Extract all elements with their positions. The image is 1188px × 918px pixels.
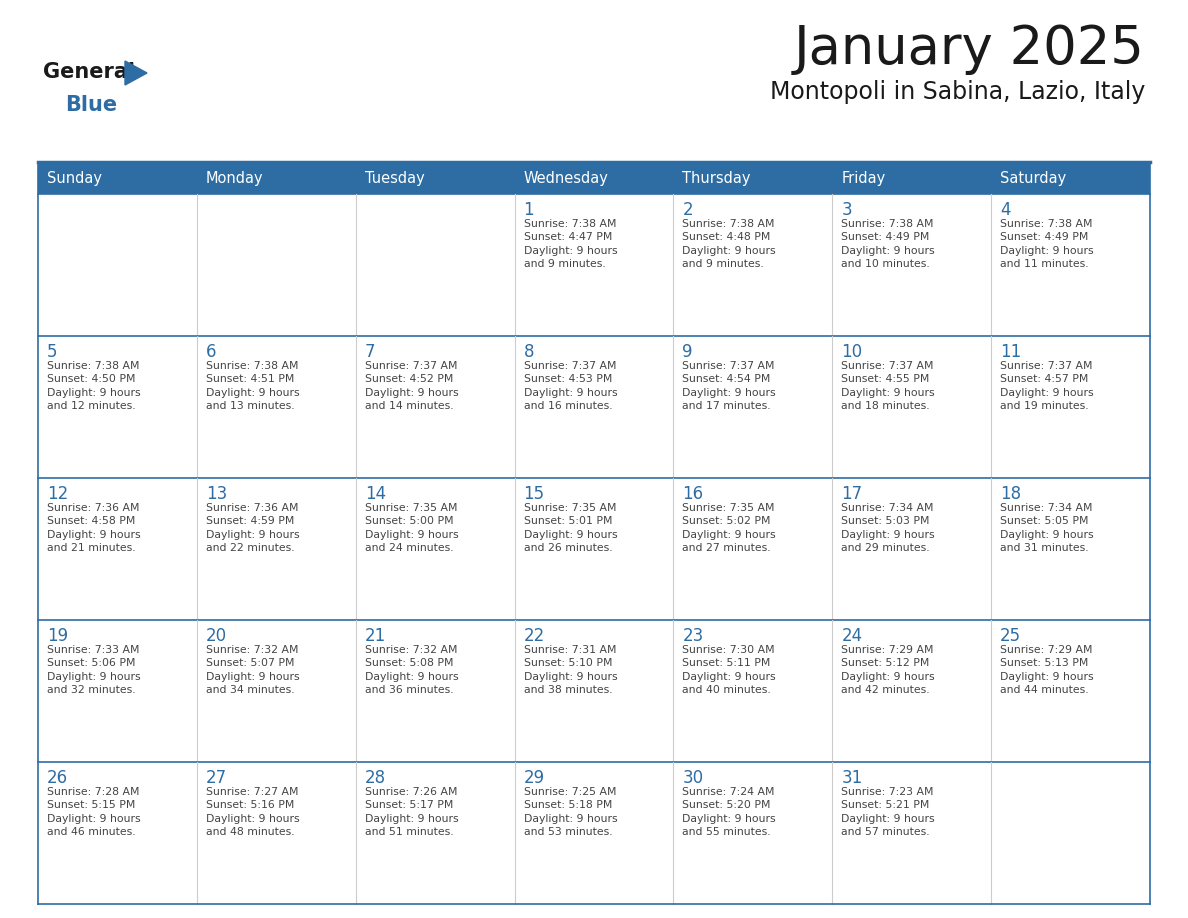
Text: Sunrise: 7:26 AM
Sunset: 5:17 PM
Daylight: 9 hours
and 51 minutes.: Sunrise: 7:26 AM Sunset: 5:17 PM Dayligh…: [365, 787, 459, 837]
Text: Sunrise: 7:36 AM
Sunset: 4:59 PM
Daylight: 9 hours
and 22 minutes.: Sunrise: 7:36 AM Sunset: 4:59 PM Dayligh…: [206, 503, 299, 553]
Text: Sunrise: 7:34 AM
Sunset: 5:05 PM
Daylight: 9 hours
and 31 minutes.: Sunrise: 7:34 AM Sunset: 5:05 PM Dayligh…: [1000, 503, 1094, 553]
Text: Sunrise: 7:38 AM
Sunset: 4:49 PM
Daylight: 9 hours
and 11 minutes.: Sunrise: 7:38 AM Sunset: 4:49 PM Dayligh…: [1000, 219, 1094, 269]
Text: Sunrise: 7:34 AM
Sunset: 5:03 PM
Daylight: 9 hours
and 29 minutes.: Sunrise: 7:34 AM Sunset: 5:03 PM Dayligh…: [841, 503, 935, 553]
Text: 26: 26: [48, 769, 68, 787]
Text: 29: 29: [524, 769, 544, 787]
Text: 25: 25: [1000, 627, 1022, 645]
Text: 9: 9: [682, 343, 693, 361]
Text: 14: 14: [365, 485, 386, 503]
Text: 13: 13: [206, 485, 227, 503]
Text: Sunrise: 7:30 AM
Sunset: 5:11 PM
Daylight: 9 hours
and 40 minutes.: Sunrise: 7:30 AM Sunset: 5:11 PM Dayligh…: [682, 645, 776, 695]
Text: Sunrise: 7:35 AM
Sunset: 5:00 PM
Daylight: 9 hours
and 24 minutes.: Sunrise: 7:35 AM Sunset: 5:00 PM Dayligh…: [365, 503, 459, 553]
Text: 21: 21: [365, 627, 386, 645]
Text: 22: 22: [524, 627, 545, 645]
Text: 10: 10: [841, 343, 862, 361]
Text: Saturday: Saturday: [1000, 171, 1067, 185]
Text: 1: 1: [524, 201, 535, 219]
Text: 16: 16: [682, 485, 703, 503]
Text: 20: 20: [206, 627, 227, 645]
Text: Friday: Friday: [841, 171, 885, 185]
Text: Sunrise: 7:38 AM
Sunset: 4:49 PM
Daylight: 9 hours
and 10 minutes.: Sunrise: 7:38 AM Sunset: 4:49 PM Dayligh…: [841, 219, 935, 269]
Text: Sunrise: 7:24 AM
Sunset: 5:20 PM
Daylight: 9 hours
and 55 minutes.: Sunrise: 7:24 AM Sunset: 5:20 PM Dayligh…: [682, 787, 776, 837]
Text: Sunrise: 7:37 AM
Sunset: 4:53 PM
Daylight: 9 hours
and 16 minutes.: Sunrise: 7:37 AM Sunset: 4:53 PM Dayligh…: [524, 361, 618, 411]
Text: Sunrise: 7:33 AM
Sunset: 5:06 PM
Daylight: 9 hours
and 32 minutes.: Sunrise: 7:33 AM Sunset: 5:06 PM Dayligh…: [48, 645, 140, 695]
Text: 19: 19: [48, 627, 68, 645]
Text: Sunrise: 7:27 AM
Sunset: 5:16 PM
Daylight: 9 hours
and 48 minutes.: Sunrise: 7:27 AM Sunset: 5:16 PM Dayligh…: [206, 787, 299, 837]
Text: Tuesday: Tuesday: [365, 171, 424, 185]
Text: 15: 15: [524, 485, 544, 503]
Polygon shape: [125, 61, 147, 85]
Text: Sunrise: 7:38 AM
Sunset: 4:47 PM
Daylight: 9 hours
and 9 minutes.: Sunrise: 7:38 AM Sunset: 4:47 PM Dayligh…: [524, 219, 618, 269]
Text: General: General: [43, 62, 135, 82]
Text: Sunrise: 7:32 AM
Sunset: 5:07 PM
Daylight: 9 hours
and 34 minutes.: Sunrise: 7:32 AM Sunset: 5:07 PM Dayligh…: [206, 645, 299, 695]
Text: 2: 2: [682, 201, 693, 219]
Text: 17: 17: [841, 485, 862, 503]
Text: Sunrise: 7:36 AM
Sunset: 4:58 PM
Daylight: 9 hours
and 21 minutes.: Sunrise: 7:36 AM Sunset: 4:58 PM Dayligh…: [48, 503, 140, 553]
Text: 6: 6: [206, 343, 216, 361]
Text: 23: 23: [682, 627, 703, 645]
Text: Monday: Monday: [206, 171, 264, 185]
Text: Sunrise: 7:32 AM
Sunset: 5:08 PM
Daylight: 9 hours
and 36 minutes.: Sunrise: 7:32 AM Sunset: 5:08 PM Dayligh…: [365, 645, 459, 695]
Text: Wednesday: Wednesday: [524, 171, 608, 185]
Text: Thursday: Thursday: [682, 171, 751, 185]
Text: Sunrise: 7:37 AM
Sunset: 4:57 PM
Daylight: 9 hours
and 19 minutes.: Sunrise: 7:37 AM Sunset: 4:57 PM Dayligh…: [1000, 361, 1094, 411]
Text: 5: 5: [48, 343, 57, 361]
Text: Sunrise: 7:29 AM
Sunset: 5:13 PM
Daylight: 9 hours
and 44 minutes.: Sunrise: 7:29 AM Sunset: 5:13 PM Dayligh…: [1000, 645, 1094, 695]
Text: Sunday: Sunday: [48, 171, 102, 185]
Text: Sunrise: 7:37 AM
Sunset: 4:55 PM
Daylight: 9 hours
and 18 minutes.: Sunrise: 7:37 AM Sunset: 4:55 PM Dayligh…: [841, 361, 935, 411]
Text: 11: 11: [1000, 343, 1022, 361]
Text: 3: 3: [841, 201, 852, 219]
Text: Sunrise: 7:37 AM
Sunset: 4:54 PM
Daylight: 9 hours
and 17 minutes.: Sunrise: 7:37 AM Sunset: 4:54 PM Dayligh…: [682, 361, 776, 411]
Bar: [38, 194, 1150, 904]
Text: Sunrise: 7:38 AM
Sunset: 4:48 PM
Daylight: 9 hours
and 9 minutes.: Sunrise: 7:38 AM Sunset: 4:48 PM Dayligh…: [682, 219, 776, 269]
Text: 30: 30: [682, 769, 703, 787]
Text: 7: 7: [365, 343, 375, 361]
Text: 8: 8: [524, 343, 535, 361]
Text: 27: 27: [206, 769, 227, 787]
Text: 18: 18: [1000, 485, 1022, 503]
Text: Sunrise: 7:25 AM
Sunset: 5:18 PM
Daylight: 9 hours
and 53 minutes.: Sunrise: 7:25 AM Sunset: 5:18 PM Dayligh…: [524, 787, 618, 837]
Text: Sunrise: 7:28 AM
Sunset: 5:15 PM
Daylight: 9 hours
and 46 minutes.: Sunrise: 7:28 AM Sunset: 5:15 PM Dayligh…: [48, 787, 140, 837]
Text: Sunrise: 7:35 AM
Sunset: 5:01 PM
Daylight: 9 hours
and 26 minutes.: Sunrise: 7:35 AM Sunset: 5:01 PM Dayligh…: [524, 503, 618, 553]
Bar: [38, 162, 1150, 194]
Text: Sunrise: 7:37 AM
Sunset: 4:52 PM
Daylight: 9 hours
and 14 minutes.: Sunrise: 7:37 AM Sunset: 4:52 PM Dayligh…: [365, 361, 459, 411]
Text: Sunrise: 7:38 AM
Sunset: 4:51 PM
Daylight: 9 hours
and 13 minutes.: Sunrise: 7:38 AM Sunset: 4:51 PM Dayligh…: [206, 361, 299, 411]
Text: Sunrise: 7:35 AM
Sunset: 5:02 PM
Daylight: 9 hours
and 27 minutes.: Sunrise: 7:35 AM Sunset: 5:02 PM Dayligh…: [682, 503, 776, 553]
Text: January 2025: January 2025: [794, 23, 1145, 75]
Text: 4: 4: [1000, 201, 1011, 219]
Text: Sunrise: 7:29 AM
Sunset: 5:12 PM
Daylight: 9 hours
and 42 minutes.: Sunrise: 7:29 AM Sunset: 5:12 PM Dayligh…: [841, 645, 935, 695]
Text: 12: 12: [48, 485, 68, 503]
Text: Montopoli in Sabina, Lazio, Italy: Montopoli in Sabina, Lazio, Italy: [770, 80, 1145, 104]
Text: Blue: Blue: [65, 95, 118, 115]
Text: 31: 31: [841, 769, 862, 787]
Text: Sunrise: 7:23 AM
Sunset: 5:21 PM
Daylight: 9 hours
and 57 minutes.: Sunrise: 7:23 AM Sunset: 5:21 PM Dayligh…: [841, 787, 935, 837]
Text: Sunrise: 7:31 AM
Sunset: 5:10 PM
Daylight: 9 hours
and 38 minutes.: Sunrise: 7:31 AM Sunset: 5:10 PM Dayligh…: [524, 645, 618, 695]
Text: 28: 28: [365, 769, 386, 787]
Text: Sunrise: 7:38 AM
Sunset: 4:50 PM
Daylight: 9 hours
and 12 minutes.: Sunrise: 7:38 AM Sunset: 4:50 PM Dayligh…: [48, 361, 140, 411]
Text: 24: 24: [841, 627, 862, 645]
